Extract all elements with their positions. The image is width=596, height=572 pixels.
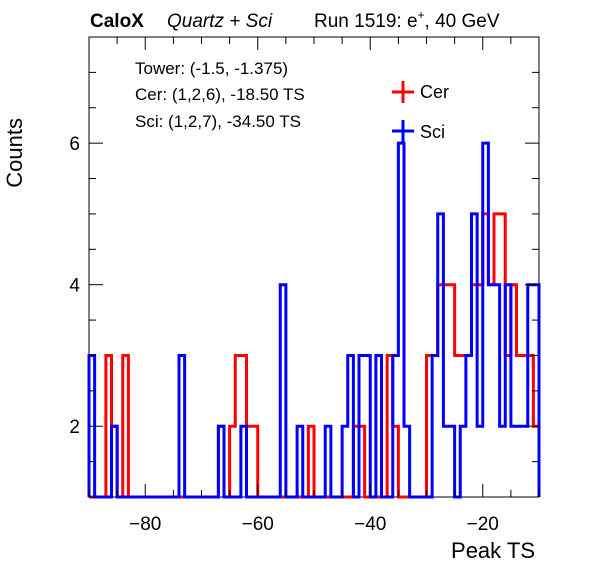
info-cer: Cer: (1,2,6), -18.50 TS (135, 85, 305, 104)
x-tick-label: −60 (242, 514, 274, 535)
y-tick-label: 4 (69, 276, 80, 297)
run-label: Run 1519: e (314, 11, 418, 32)
run-energy: , 40 GeV (425, 11, 500, 32)
series-layer (87, 141, 541, 499)
legend-label-cer: Cer (420, 82, 449, 102)
y-tick-label: 2 (69, 417, 80, 438)
legend-marker-cer (392, 81, 414, 103)
x-tick-label: −80 (129, 514, 161, 535)
y-axis: 2 4 6 (69, 36, 539, 498)
y-tick-label: 6 (69, 134, 80, 155)
run-positron-sup: + (418, 8, 425, 22)
x-tick-label: −40 (354, 514, 386, 535)
y-axis-title: Counts (2, 118, 27, 188)
legend: Cer Sci (392, 81, 449, 142)
x-tick-label: −20 (467, 514, 499, 535)
x-axis-title: Peak TS (451, 538, 535, 563)
legend-marker-sci (392, 120, 414, 142)
info-sci: Sci: (1,2,7), -34.50 TS (135, 112, 301, 131)
chart-title-calox: CaloX (90, 11, 144, 32)
chart-title-detector: Quartz + Sci (167, 11, 273, 32)
legend-label-sci: Sci (420, 122, 445, 142)
x-axis: −80 −60 −40 −20 (88, 37, 540, 535)
info-tower: Tower: (-1.5, -1.375) (135, 59, 288, 78)
chart-title-run: Run 1519: e+, 40 GeV (314, 8, 500, 32)
